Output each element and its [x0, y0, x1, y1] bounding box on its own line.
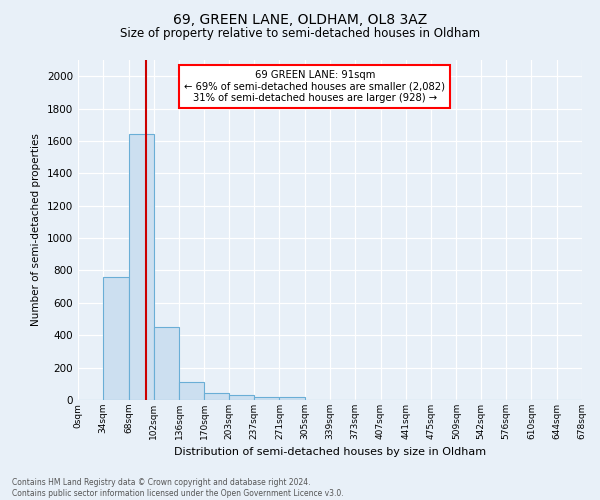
Y-axis label: Number of semi-detached properties: Number of semi-detached properties [31, 134, 41, 326]
Bar [254, 397, 280, 400]
Text: Size of property relative to semi-detached houses in Oldham: Size of property relative to semi-detach… [120, 28, 480, 40]
Text: Contains HM Land Registry data © Crown copyright and database right 2024.
Contai: Contains HM Land Registry data © Crown c… [12, 478, 344, 498]
Bar [179, 382, 205, 400]
Text: 69, GREEN LANE, OLDHAM, OL8 3AZ: 69, GREEN LANE, OLDHAM, OL8 3AZ [173, 12, 427, 26]
Bar [128, 134, 154, 400]
X-axis label: Distribution of semi-detached houses by size in Oldham: Distribution of semi-detached houses by … [174, 448, 486, 458]
Bar [205, 392, 229, 400]
Bar [154, 327, 179, 400]
Bar [280, 397, 305, 400]
Bar [103, 277, 128, 400]
Bar [229, 395, 254, 400]
Text: 69 GREEN LANE: 91sqm
← 69% of semi-detached houses are smaller (2,082)
31% of se: 69 GREEN LANE: 91sqm ← 69% of semi-detac… [184, 70, 445, 103]
